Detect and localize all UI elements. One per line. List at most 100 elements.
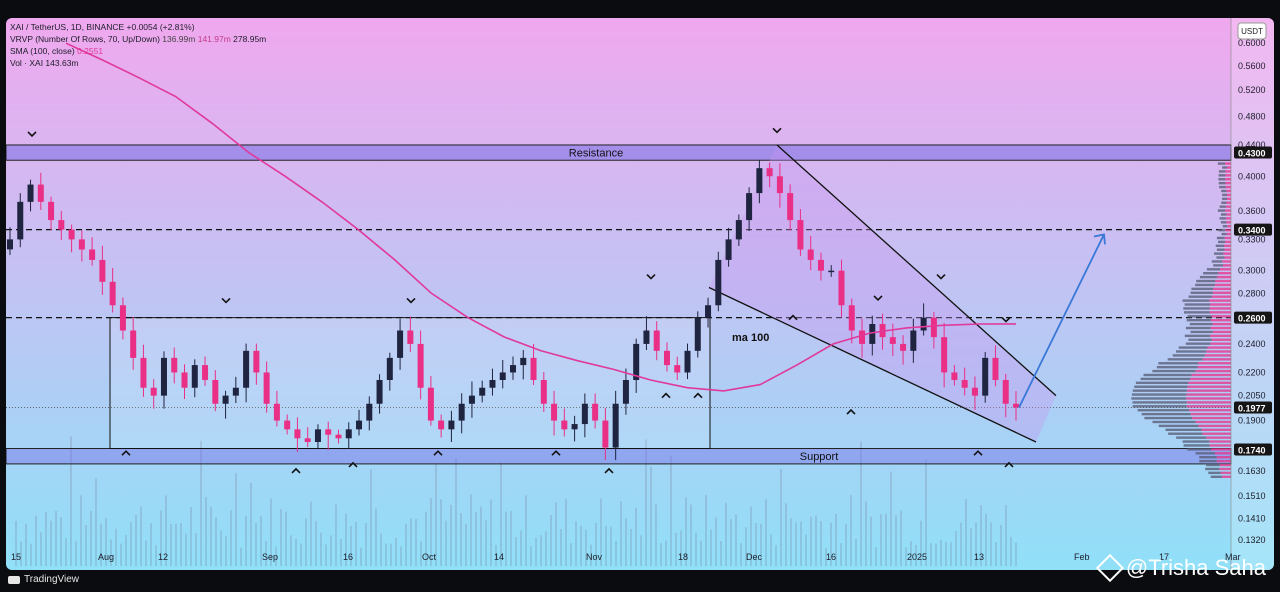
candle	[797, 220, 804, 250]
top-chevron-marker	[1001, 316, 1011, 323]
volume-profile-bar	[1198, 362, 1231, 365]
projection-arrow	[1018, 234, 1105, 408]
candle	[571, 424, 578, 430]
volume-profile-bar	[1202, 432, 1231, 435]
volume-profile-bar	[1215, 452, 1231, 455]
volume-profile-bar	[1196, 279, 1216, 283]
price-tag-box	[1234, 223, 1272, 236]
candle	[859, 330, 866, 344]
candle	[130, 330, 137, 358]
volume-profile-bar	[1183, 307, 1210, 310]
candle	[37, 184, 44, 202]
volume-profile-bar	[1218, 240, 1226, 244]
volume-profile-bar	[1176, 436, 1207, 439]
volume-profile-bar	[1175, 350, 1207, 353]
volume-profile-bar	[1214, 283, 1231, 287]
volume-profile-bar	[1210, 334, 1231, 338]
y-tick-label: 0.6000	[1238, 38, 1266, 48]
candle	[48, 201, 55, 221]
candle	[510, 365, 516, 373]
volume-profile-bar	[1219, 467, 1231, 471]
volume-profile-bar	[1199, 459, 1217, 463]
candle	[838, 270, 845, 306]
volume-profile-bar	[1131, 393, 1187, 396]
volume-profile-bar	[1221, 189, 1227, 193]
volume-profile-bar	[1219, 205, 1226, 208]
tradingview-logo[interactable]: TradingView	[8, 574, 79, 585]
volume-profile-bar	[1226, 213, 1231, 216]
y-tick-label: 0.4400	[1238, 140, 1266, 150]
volume-profile-bar	[1216, 256, 1225, 259]
volume-profile-bar	[1206, 268, 1221, 271]
volume-profile-bar	[1225, 170, 1231, 173]
candle	[284, 420, 291, 430]
candle	[397, 330, 404, 358]
volume-profile-bar	[1186, 401, 1231, 404]
volume-profile-bar	[1184, 303, 1211, 306]
x-tick-label: 18	[678, 552, 688, 562]
candle	[982, 357, 989, 396]
price-tag-box	[1234, 146, 1272, 159]
candle	[171, 357, 178, 373]
candle	[89, 249, 96, 260]
candle	[356, 420, 363, 430]
volume-profile-bar	[1167, 358, 1203, 361]
price-chart[interactable]: Resistance Support ma 100 0.6000 0.5600 0.520…	[6, 18, 1274, 570]
y-tick-label: 0.4800	[1238, 111, 1266, 121]
volume-profile-bar	[1219, 217, 1226, 220]
volume-profile-bar	[1213, 264, 1224, 267]
candle	[222, 395, 229, 404]
volume-profile-bar	[1225, 162, 1231, 165]
volume-profile-bar	[1211, 318, 1231, 322]
volume-profile-bar	[1134, 385, 1188, 388]
volume-profile-bar	[1209, 444, 1231, 447]
candle	[468, 395, 475, 404]
volume-profile-bar	[1190, 377, 1231, 381]
volume-profile-bar	[1224, 244, 1231, 247]
top-chevron-marker	[873, 295, 883, 302]
chart-background	[6, 18, 1274, 570]
bottom-chevron-marker	[846, 408, 856, 415]
candle	[602, 420, 609, 448]
candle	[551, 403, 558, 421]
candle	[848, 305, 855, 331]
volume-profile-bar	[1210, 342, 1231, 345]
volume-profile-bar	[1209, 299, 1231, 302]
volume-profile-bar	[1152, 420, 1196, 424]
x-tick-label: Dec	[746, 552, 763, 562]
candle	[746, 193, 753, 221]
legend-symbol-line: XAI / TetherUS, 1D, BINANCE +0.0054 (+2.…	[10, 22, 195, 32]
legend-vrvp-value: 278.95m	[233, 34, 266, 44]
volume-profile-bar	[1208, 471, 1221, 475]
candle	[971, 387, 978, 396]
candle	[407, 330, 414, 344]
candle	[663, 350, 670, 366]
volume-profile-bar	[1218, 178, 1226, 181]
x-tick-label: 2025	[907, 552, 927, 562]
author-watermark: @Trisha Saha	[1095, 553, 1266, 583]
volume-profile	[1131, 162, 1231, 478]
volume-profile-bar	[1172, 354, 1205, 357]
candle	[889, 337, 896, 344]
legend-volume-line: Vol · XAI 143.63m	[10, 58, 79, 68]
candle	[705, 305, 712, 318]
volume-profile-bar	[1156, 365, 1198, 369]
candle	[622, 380, 629, 404]
volume-profile-bar	[1225, 181, 1231, 185]
volume-profile-bar	[1186, 393, 1231, 396]
volume-profile-bar	[1222, 197, 1227, 201]
volume-profile-bar	[1190, 291, 1213, 294]
x-tick-label: Mar	[1225, 552, 1241, 562]
candle	[817, 259, 824, 271]
volume-profile-bar	[1188, 295, 1212, 298]
candle	[1002, 380, 1009, 404]
volume-profile-bar	[1182, 299, 1210, 302]
candle	[561, 420, 568, 430]
volume-profile-bar	[1185, 326, 1211, 330]
bottom-chevron-marker	[1004, 461, 1014, 468]
candle	[653, 330, 660, 351]
volume-profile-bar	[1183, 444, 1210, 447]
volume-profile-bar	[1195, 283, 1215, 287]
x-tick-label: Feb	[1074, 552, 1090, 562]
volume-profile-bar	[1184, 311, 1210, 314]
